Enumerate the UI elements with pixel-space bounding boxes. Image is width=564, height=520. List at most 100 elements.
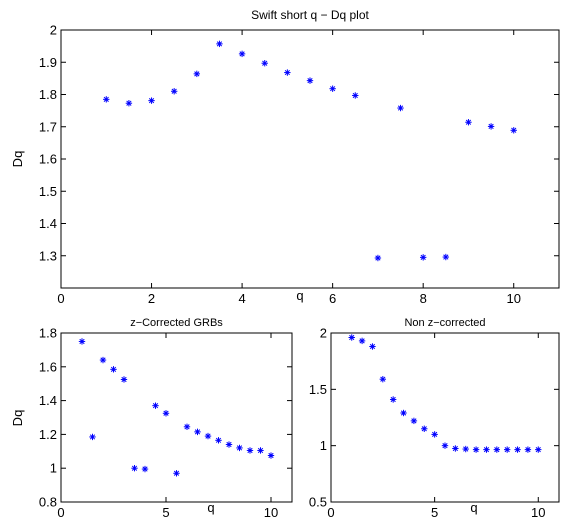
data-point	[78, 338, 86, 345]
data-point	[352, 92, 359, 99]
data-point	[379, 375, 387, 383]
data-point	[441, 442, 449, 449]
data-point	[103, 96, 110, 103]
y-tick-label: 1.8	[39, 326, 57, 341]
data-point	[400, 409, 407, 417]
y-tick-label: 1.5	[309, 382, 327, 397]
data-point	[419, 254, 427, 261]
y-tick-label: 1.6	[39, 359, 57, 374]
data-point	[483, 446, 490, 453]
data-point	[216, 40, 223, 48]
data-point	[472, 446, 480, 453]
chart-title: z−Corrected GRBs	[130, 317, 223, 329]
data-point	[503, 446, 511, 453]
data-point	[267, 452, 275, 459]
x-axis-label: q	[470, 500, 477, 515]
data-point	[493, 446, 501, 453]
y-tick-label: 2	[50, 23, 57, 38]
data-point	[110, 366, 117, 373]
chart-2: z−Corrected GRBs 0 5 10 0.8 1 1.2 1.4 1.6 1.8 q Dq	[10, 317, 293, 520]
data-point	[514, 446, 521, 453]
data-point	[141, 465, 149, 473]
data-point	[462, 445, 469, 453]
data-point	[487, 123, 495, 130]
data-point	[204, 432, 212, 440]
data-point	[194, 428, 201, 436]
data-point	[173, 470, 180, 477]
data-point	[261, 60, 268, 67]
y-tick-label: 0.5	[309, 495, 327, 510]
y-tick-label: 1.7	[39, 119, 57, 134]
data-point	[183, 423, 191, 430]
x-axis-label: q	[207, 500, 214, 515]
x-tick-label: 5	[162, 505, 169, 520]
y-tick-label: 1	[320, 438, 327, 453]
data-point	[225, 441, 233, 448]
axes-box	[60, 29, 560, 289]
data-point	[397, 104, 404, 112]
data-point	[215, 437, 222, 444]
axes-box	[330, 332, 560, 503]
data-point	[257, 447, 264, 454]
data-point	[99, 356, 107, 364]
x-tick-label: 10	[506, 291, 520, 306]
x-tick-label: 2	[148, 291, 155, 306]
x-tick-label: 4	[238, 291, 245, 306]
data-point	[170, 88, 178, 95]
data-point	[431, 431, 438, 438]
x-tick-label: 10	[264, 505, 278, 520]
x-tick-label: 6	[329, 291, 336, 306]
axes-box	[60, 332, 293, 503]
data-point	[238, 50, 246, 58]
data-point	[131, 465, 138, 472]
x-tick-label: 5	[431, 505, 438, 520]
data-point	[329, 85, 336, 92]
data-point	[89, 433, 96, 441]
y-tick-label: 1.2	[39, 427, 57, 442]
y-tick-label: 1.8	[39, 87, 57, 102]
y-tick-label: 1.3	[39, 248, 57, 263]
x-tick-label: 0	[57, 505, 64, 520]
data-point	[306, 77, 314, 84]
y-tick-label: 1.4	[39, 393, 57, 408]
data-point	[120, 376, 128, 383]
data-point	[465, 119, 472, 126]
data-point	[452, 445, 459, 452]
y-tick-label: 1.6	[39, 152, 57, 167]
data-point	[148, 97, 155, 104]
data-point	[162, 410, 170, 417]
data-point	[369, 343, 376, 350]
x-axis-label: q	[296, 288, 303, 303]
data-point	[193, 70, 201, 78]
data-point	[348, 334, 355, 341]
data-point	[152, 402, 159, 409]
data-point	[421, 425, 428, 432]
data-point	[524, 446, 532, 453]
data-point	[125, 100, 133, 107]
data-point	[358, 337, 366, 345]
y-tick-label: 0.8	[39, 495, 57, 510]
x-tick-label: 8	[420, 291, 427, 306]
data-point	[246, 447, 254, 454]
y-tick-label: 1.5	[39, 184, 57, 199]
data-point	[389, 396, 397, 403]
data-point	[284, 69, 291, 76]
y-tick-label: 2	[320, 326, 327, 341]
y-tick-label: 1.4	[39, 216, 57, 231]
data-point	[442, 253, 450, 261]
data-point	[410, 417, 418, 425]
x-tick-label: 10	[531, 505, 545, 520]
data-point	[236, 444, 243, 452]
x-tick-label: 0	[327, 505, 334, 520]
data-point	[535, 446, 542, 453]
chart-3: Non z−corrected 0 5 10 0.5 1 1.5 2 q	[309, 317, 560, 520]
chart-1: Swift short q − Dq plot 0 2 4 6 8 10 1.3 1.4 1.5 1…	[10, 8, 560, 306]
chart-title: Swift short q − Dq plot	[251, 8, 369, 22]
y-axis-label: Dq	[10, 410, 25, 427]
y-tick-label: 1.9	[39, 55, 57, 70]
data-point	[510, 127, 517, 134]
y-tick-label: 1	[50, 461, 57, 476]
y-axis-label: Dq	[10, 151, 25, 168]
data-point	[374, 254, 382, 262]
